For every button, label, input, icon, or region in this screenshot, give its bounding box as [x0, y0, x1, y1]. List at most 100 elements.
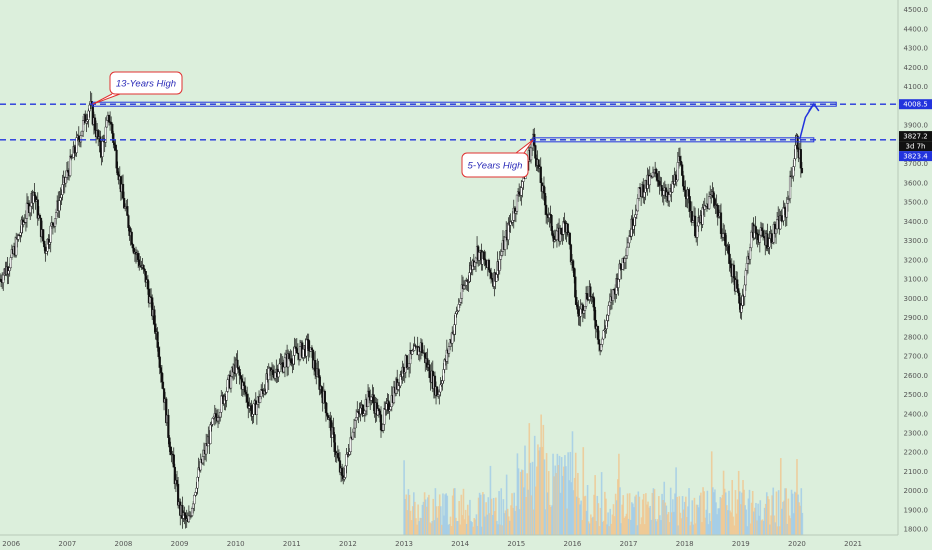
volume-bar: [410, 520, 413, 535]
volume-bar: [693, 497, 696, 535]
callout-5-years-high[interactable]: 5-Years High: [461, 139, 534, 178]
y-tick-label: 2700.0: [904, 353, 929, 361]
volume-bar: [517, 468, 520, 535]
volume-bar: [772, 487, 775, 535]
volume-bar: [652, 488, 655, 535]
volume-bar: [456, 521, 458, 535]
y-tick-label: 4200.0: [904, 64, 929, 72]
candles: [0, 91, 804, 529]
volume-bar: [627, 518, 630, 535]
volume-bar: [451, 495, 454, 535]
volume-bar: [574, 452, 577, 535]
volume-bar: [642, 493, 645, 535]
candle: [515, 194, 519, 215]
volume-bar: [732, 516, 735, 535]
volume-bar: [477, 497, 480, 535]
volume-bar: [417, 504, 419, 535]
volume-bar: [435, 506, 438, 535]
volume-bar: [452, 488, 455, 535]
y-tick-label: 2600.0: [904, 372, 929, 380]
volume-bar: [763, 507, 766, 535]
volume-bar: [707, 524, 710, 535]
y-tick-label: 2800.0: [904, 333, 929, 341]
volume-bar: [560, 457, 563, 535]
volume-bar: [728, 490, 730, 535]
volume-bar: [650, 519, 653, 535]
volume-bar: [779, 458, 782, 535]
volume-bar: [433, 520, 436, 535]
volume-bar: [425, 506, 428, 535]
volume-bar: [485, 502, 487, 535]
x-tick-label: 2015: [507, 540, 525, 548]
volume-bar: [472, 526, 474, 535]
callout-13-years-high[interactable]: 13-Years High: [92, 71, 183, 105]
volume-bar: [516, 453, 519, 535]
volume-bar: [414, 501, 416, 535]
volume-bar: [743, 489, 745, 535]
volume-bar: [794, 491, 796, 535]
volume-bar: [431, 521, 433, 535]
volume-bar: [458, 501, 460, 535]
volume-bar: [639, 524, 642, 535]
volume-bar: [612, 504, 615, 535]
volume-bar: [413, 492, 415, 535]
volume-bar: [454, 488, 456, 535]
volume-bar: [636, 525, 639, 535]
volume-bar: [694, 523, 697, 535]
volume-bar: [759, 500, 762, 535]
volume-bar: [623, 517, 626, 535]
time-axis: 2006 2007 2008 2009 2010 2011 2012 2013 2014 2015…: [2, 540, 862, 548]
volume-bar: [441, 524, 443, 535]
volume-bar: [656, 519, 659, 535]
volume-bar: [513, 492, 515, 535]
volume-bar: [764, 503, 767, 535]
volume-bar: [633, 507, 635, 535]
x-tick-label: 2013: [395, 540, 413, 548]
volume-bar: [729, 510, 731, 535]
volume-bar: [800, 488, 803, 535]
price-tags: 4008.5 3827.2 3d 7h 3823.4: [899, 99, 932, 162]
y-tick-label: 4100.0: [904, 83, 929, 91]
volume-bar: [563, 466, 565, 535]
x-tick-label: 2021: [844, 540, 862, 548]
volume-bar: [536, 466, 538, 535]
volume-bar: [756, 520, 758, 535]
volume-bar: [405, 494, 408, 535]
volume-bar: [585, 510, 588, 535]
volume-bar: [631, 502, 633, 535]
volume-bar: [699, 495, 701, 535]
x-tick-label: 2010: [227, 540, 245, 548]
volume-bar: [444, 494, 446, 535]
volume-bar: [619, 487, 621, 535]
x-tick-label: 2007: [58, 540, 76, 548]
volume-bar: [524, 445, 526, 535]
volume-bar: [533, 435, 536, 535]
annotations: 13-Years High 5-Years High: [92, 71, 534, 178]
volume-bar: [700, 492, 702, 535]
volume-bar: [629, 519, 632, 535]
volume-bar: [723, 488, 726, 535]
volume-bar: [407, 489, 410, 535]
volume-bar: [789, 518, 792, 535]
volume-bar: [503, 513, 506, 535]
volume-bar: [474, 519, 477, 535]
volume-bar: [511, 493, 513, 535]
volume-bar: [625, 513, 628, 535]
volume-bar: [646, 504, 648, 535]
volume-bar: [555, 472, 558, 535]
volume-bar: [490, 498, 493, 535]
x-tick-label: 2016: [564, 540, 582, 548]
volume-bar: [611, 514, 614, 535]
volume-bar: [655, 521, 658, 535]
volume-bar: [781, 508, 783, 535]
volume-bar: [610, 523, 613, 535]
volume-bar: [710, 451, 713, 535]
volume-bar: [614, 493, 617, 535]
volume-bar: [547, 471, 550, 535]
volume-bar: [409, 510, 412, 535]
volume-bar: [682, 509, 685, 535]
volume-bar: [724, 492, 727, 535]
volume-bar: [597, 503, 600, 535]
volume-bar: [429, 522, 431, 535]
